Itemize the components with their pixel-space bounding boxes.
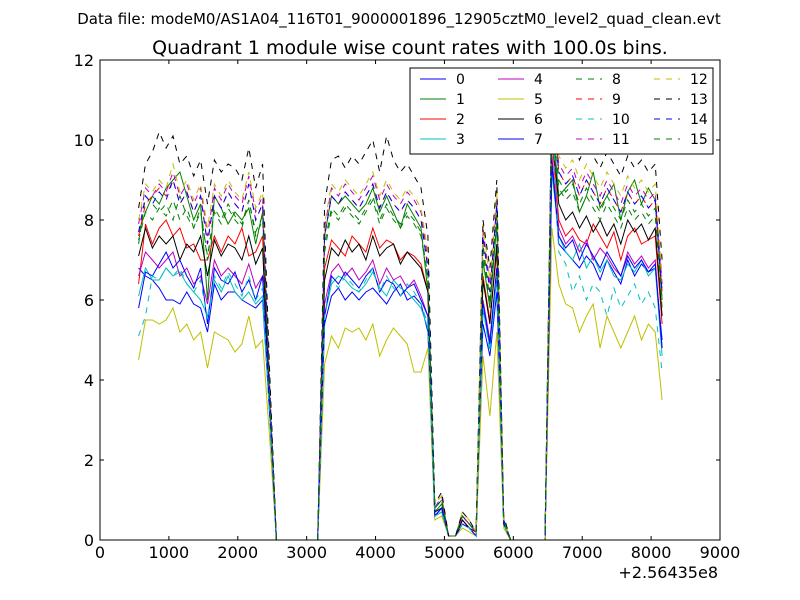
series-layer	[138, 83, 663, 541]
legend-label-4: 4	[534, 72, 543, 88]
series-line-0	[138, 155, 663, 541]
legend-label-10: 10	[612, 112, 630, 128]
x-tick-label: 9000	[700, 543, 741, 562]
series-line-11	[138, 99, 663, 541]
data-file-label: Data file: modeM0/AS1A04_116T01_90000018…	[77, 10, 721, 29]
series-line-8	[138, 83, 663, 541]
legend-label-14: 14	[690, 112, 708, 128]
legend-label-11: 11	[612, 132, 630, 148]
y-tick-label: 12	[74, 51, 94, 70]
legend-label-13: 13	[690, 92, 708, 108]
axes-layer: 0 1000 2000 3000 4000 5000 6000 7000 8000 9000 0 2 4…	[74, 51, 741, 562]
x-tick-label: 5000	[424, 543, 465, 562]
legend-label-2: 2	[456, 112, 465, 128]
legend-label-12: 12	[690, 72, 708, 88]
series-line-4	[138, 159, 663, 541]
legend-label-8: 8	[612, 72, 621, 88]
y-tick-label: 0	[84, 531, 94, 550]
legend-label-5: 5	[534, 92, 543, 108]
series-line-6	[138, 131, 663, 541]
legend-label-9: 9	[612, 92, 621, 108]
y-tick-label: 6	[84, 291, 94, 310]
legend-label-0: 0	[456, 72, 465, 88]
series-line-3	[138, 171, 663, 541]
y-tick-label: 8	[84, 211, 94, 230]
y-tick-label: 2	[84, 451, 94, 470]
x-tick-label: 7000	[562, 543, 603, 562]
legend-box	[409, 67, 714, 155]
x-tick-label: 2000	[217, 543, 258, 562]
x-tick-label: 3000	[286, 543, 327, 562]
y-tick-label: 10	[74, 131, 94, 150]
legend-label-15: 15	[690, 132, 708, 148]
x-tick-label: 6000	[493, 543, 534, 562]
x-tick-label: 0	[95, 543, 105, 562]
x-tick-label: 8000	[631, 543, 672, 562]
series-line-9	[138, 91, 663, 541]
series-line-13	[138, 91, 663, 541]
legend-label-3: 3	[456, 132, 465, 148]
legend-label-6: 6	[534, 112, 543, 128]
series-line-14	[138, 107, 663, 541]
series-line-2	[138, 139, 663, 541]
series-line-12	[138, 99, 663, 541]
x-offset-label: +2.56435e8	[618, 563, 718, 582]
legend-label-1: 1	[456, 92, 465, 108]
series-line-5	[138, 227, 663, 541]
y-tick-label: 4	[84, 371, 94, 390]
chart-title: Quadrant 1 module wise count rates with …	[152, 37, 668, 59]
legend-label-7: 7	[534, 132, 543, 148]
series-line-10	[138, 107, 663, 541]
x-tick-label: 4000	[355, 543, 396, 562]
x-tick-label: 1000	[149, 543, 190, 562]
series-line-15	[138, 115, 663, 541]
